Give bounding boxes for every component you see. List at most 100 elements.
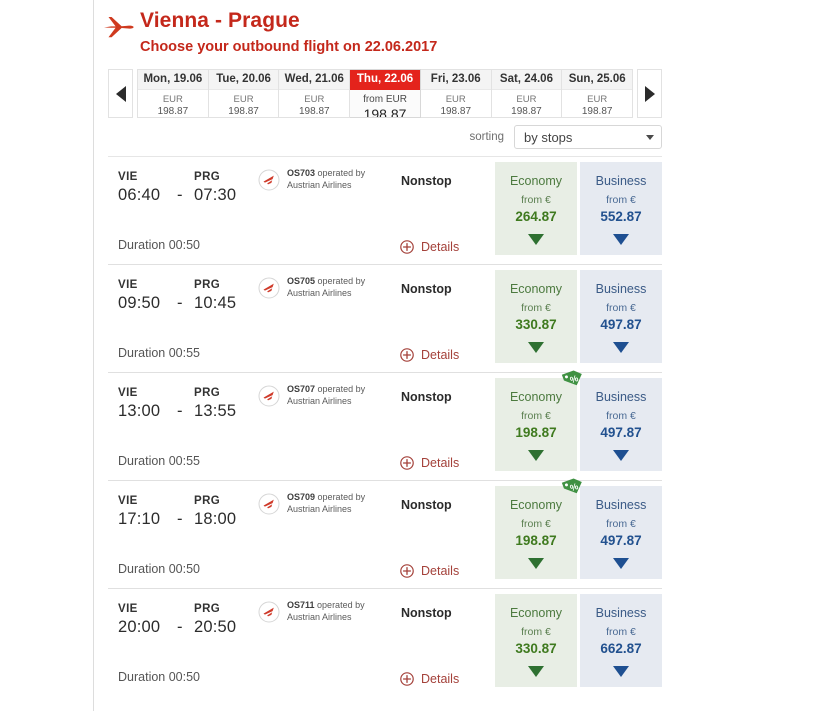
chevron-down-icon — [646, 134, 654, 140]
date-option-tue2006[interactable]: Tue, 20.06 EUR 198.87 — [208, 69, 280, 118]
airline-name: Austrian Airlines — [287, 179, 352, 190]
details-toggle[interactable]: Details — [400, 564, 459, 578]
operating-airline: OS707 operated by Austrian Airlines — [258, 384, 365, 407]
details-toggle[interactable]: Details — [400, 456, 459, 470]
date-option-fri2306[interactable]: Fri, 23.06 EUR 198.87 — [420, 69, 492, 118]
details-toggle[interactable]: Details — [400, 240, 459, 254]
fare-class-label: Business — [595, 390, 647, 404]
date-option-label: Sat, 24.06 — [491, 70, 562, 90]
operated-by-label: operated by — [317, 168, 366, 178]
fare-economy[interactable]: Economy from € 330.87 — [495, 594, 577, 687]
caret-down-icon[interactable] — [528, 342, 544, 353]
fare-options: Economy from € 330.87 Business from € 497.87 — [495, 270, 662, 363]
fare-from-label: from € — [521, 410, 551, 422]
date-option-label: Thu, 22.06 — [350, 70, 420, 90]
destination-code: PRG — [194, 603, 221, 615]
fare-class-label: Economy — [509, 606, 563, 620]
date-option-currency: EUR — [516, 94, 537, 105]
svg-text:%: % — [569, 481, 580, 493]
caret-down-icon[interactable] — [613, 558, 629, 569]
arrival-time: 18:00 — [194, 510, 237, 528]
fare-options: % Economy from € 198.87 Business from € 497.87 — [495, 478, 662, 579]
flight-row[interactable]: VIE PRG 17:10-18:00 Duration 00:50 OS709 ope… — [108, 478, 662, 589]
operated-by-label: operated by — [317, 384, 366, 394]
fare-from-label: from € — [521, 518, 551, 530]
austrian-airlines-logo-icon — [258, 493, 280, 515]
flight-row[interactable]: VIE PRG 20:00-20:50 Duration 00:50 OS711 ope… — [108, 589, 662, 696]
fare-business[interactable]: Business from € 662.87 — [580, 594, 662, 687]
date-option-thu2206[interactable]: Thu, 22.06 from EUR 198.87 — [350, 69, 421, 118]
caret-down-icon[interactable] — [613, 234, 629, 245]
fare-from-label: from € — [606, 410, 636, 422]
flight-row[interactable]: VIE PRG 06:40-07:30 Duration 00:50 OS703 ope… — [108, 157, 662, 265]
flight-duration: Duration 00:55 — [118, 346, 201, 360]
previous-dates-button[interactable] — [108, 69, 133, 118]
fare-economy[interactable]: % Economy from € 198.87 — [495, 478, 582, 579]
date-option-amount: 198.87 — [299, 106, 330, 117]
fare-class-label: Economy — [509, 282, 563, 296]
date-option-amount: 198.87 — [511, 106, 542, 117]
date-option-label: Wed, 21.06 — [279, 70, 350, 90]
austrian-airlines-logo-icon — [258, 169, 280, 191]
sorting-select[interactable]: by stops — [514, 125, 662, 149]
time-separator: - — [177, 186, 183, 204]
caret-down-icon[interactable] — [613, 342, 629, 353]
departure-time: 09:50 — [118, 294, 161, 312]
flight-duration: Duration 00:50 — [118, 238, 201, 252]
details-label: Details — [421, 672, 460, 686]
origin-code: VIE — [118, 603, 138, 615]
stops-label: Nonstop — [401, 390, 452, 404]
date-option-sun2506[interactable]: Sun, 25.06 EUR 198.87 — [562, 69, 634, 118]
destination-code: PRG — [194, 495, 221, 507]
fare-class-label: Business — [595, 174, 647, 188]
destination-code: PRG — [194, 279, 221, 291]
date-option-label: Tue, 20.06 — [208, 70, 279, 90]
airline-text: OS707 operated by Austrian Airlines — [287, 384, 365, 407]
fare-price: 198.87 — [515, 425, 557, 440]
operated-by-label: operated by — [317, 492, 366, 502]
caret-down-icon[interactable] — [528, 558, 544, 569]
flight-route: VIE PRG 13:00-13:55 — [118, 387, 258, 421]
flight-row[interactable]: VIE PRG 09:50-10:45 Duration 00:55 OS705 ope… — [108, 265, 662, 373]
details-label: Details — [421, 240, 460, 254]
fare-business[interactable]: Business from € 552.87 — [580, 162, 662, 255]
time-separator: - — [177, 294, 183, 312]
date-option-wed2106[interactable]: Wed, 21.06 EUR 198.87 — [279, 69, 351, 118]
flight-route: VIE PRG 17:10-18:00 — [118, 495, 258, 529]
date-option-currency: EUR — [587, 94, 608, 105]
details-toggle[interactable]: Details — [400, 672, 459, 686]
fare-business[interactable]: Business from € 497.87 — [580, 486, 662, 579]
flight-row[interactable]: VIE PRG 13:00-13:55 Duration 00:55 OS707 ope… — [108, 370, 662, 481]
date-option-currency: EUR — [162, 94, 183, 105]
fare-economy[interactable]: Economy from € 264.87 — [495, 162, 577, 255]
caret-down-icon[interactable] — [528, 450, 544, 461]
flight-number: OS709 — [287, 492, 316, 502]
caret-down-icon[interactable] — [528, 666, 544, 677]
date-option-sat2406[interactable]: Sat, 24.06 EUR 198.87 — [491, 69, 563, 118]
date-option-currency: EUR — [445, 94, 466, 105]
fare-economy[interactable]: Economy from € 330.87 — [495, 270, 577, 363]
caret-down-icon[interactable] — [613, 666, 629, 677]
fare-business[interactable]: Business from € 497.87 — [580, 270, 662, 363]
caret-down-icon[interactable] — [613, 450, 629, 461]
date-option-label: Mon, 19.06 — [138, 70, 208, 90]
fare-economy[interactable]: % Economy from € 198.87 — [495, 370, 582, 471]
details-toggle[interactable]: Details — [400, 348, 459, 362]
date-option-amount: 198.87 — [581, 106, 613, 117]
fare-business[interactable]: Business from € 497.87 — [580, 378, 662, 471]
fare-from-label: from € — [521, 302, 551, 314]
operating-airline: OS709 operated by Austrian Airlines — [258, 492, 365, 515]
fare-class-label: Economy — [509, 390, 563, 404]
flight-route: VIE PRG 09:50-10:45 — [118, 279, 258, 313]
date-option-mon1906[interactable]: Mon, 19.06 EUR 198.87 — [137, 69, 209, 118]
svg-text:%: % — [569, 373, 580, 385]
fare-price: 198.87 — [515, 533, 557, 548]
fare-price: 497.87 — [600, 533, 642, 548]
fare-options: Economy from € 264.87 Business from € 552.87 — [495, 162, 662, 255]
page-title: Vienna - Prague — [140, 9, 300, 32]
fare-from-label: from € — [606, 302, 636, 314]
next-dates-button[interactable] — [637, 69, 662, 118]
caret-down-icon[interactable] — [528, 234, 544, 245]
date-option-amount: 198.87 — [157, 106, 189, 117]
airline-name: Austrian Airlines — [287, 611, 352, 622]
